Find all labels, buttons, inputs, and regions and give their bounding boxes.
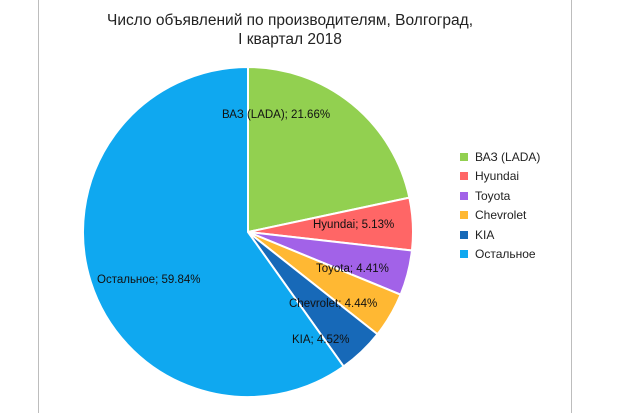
legend-item-0: ВАЗ (LADA) xyxy=(460,147,540,167)
legend-swatch xyxy=(460,211,468,220)
slice-data-label-3: Chevrolet; 4.44% xyxy=(289,298,377,310)
chart-title-line-2: I квартал 2018 xyxy=(238,31,342,48)
pie-slice-5 xyxy=(82,65,346,398)
legend-label: Остальное xyxy=(475,247,536,262)
legend-swatch xyxy=(460,230,468,239)
legend-label: ВАЗ (LADA) xyxy=(475,149,541,164)
chart-frame xyxy=(38,0,572,413)
legend-item-4: KIA xyxy=(460,225,540,245)
chart-title-line-1: Число объявлений по производителям, Волг… xyxy=(106,12,473,29)
slice-data-label-5: Остальное; 59.84% xyxy=(97,274,200,286)
legend-label: Hyundai xyxy=(475,169,520,184)
legend-label: Chevrolet xyxy=(475,208,527,223)
slice-data-label-0: ВАЗ (LADA); 21.66% xyxy=(222,109,330,121)
legend: ВАЗ (LADA) Hyundai Toyota Chevrolet KIA Остал… xyxy=(460,147,540,264)
chart-title: Число объявлений по производителям, Волг… xyxy=(40,11,540,49)
legend-swatch xyxy=(460,172,468,181)
legend-swatch xyxy=(460,191,468,200)
legend-item-2: Toyota xyxy=(460,186,540,206)
pie-slice-0 xyxy=(247,65,411,234)
legend-item-5: Остальное xyxy=(460,245,540,265)
legend-swatch xyxy=(460,152,468,161)
slice-data-label-2: Toyota; 4.41% xyxy=(316,263,389,275)
legend-item-1: Hyundai xyxy=(460,167,540,187)
legend-label: KIA xyxy=(475,227,495,242)
legend-label: Toyota xyxy=(475,188,511,203)
slice-data-label-4: KIA; 4.52% xyxy=(292,334,350,346)
slice-data-label-1: Hyundai; 5.13% xyxy=(313,219,394,231)
legend-item-3: Chevrolet xyxy=(460,206,540,226)
legend-swatch xyxy=(460,250,468,259)
